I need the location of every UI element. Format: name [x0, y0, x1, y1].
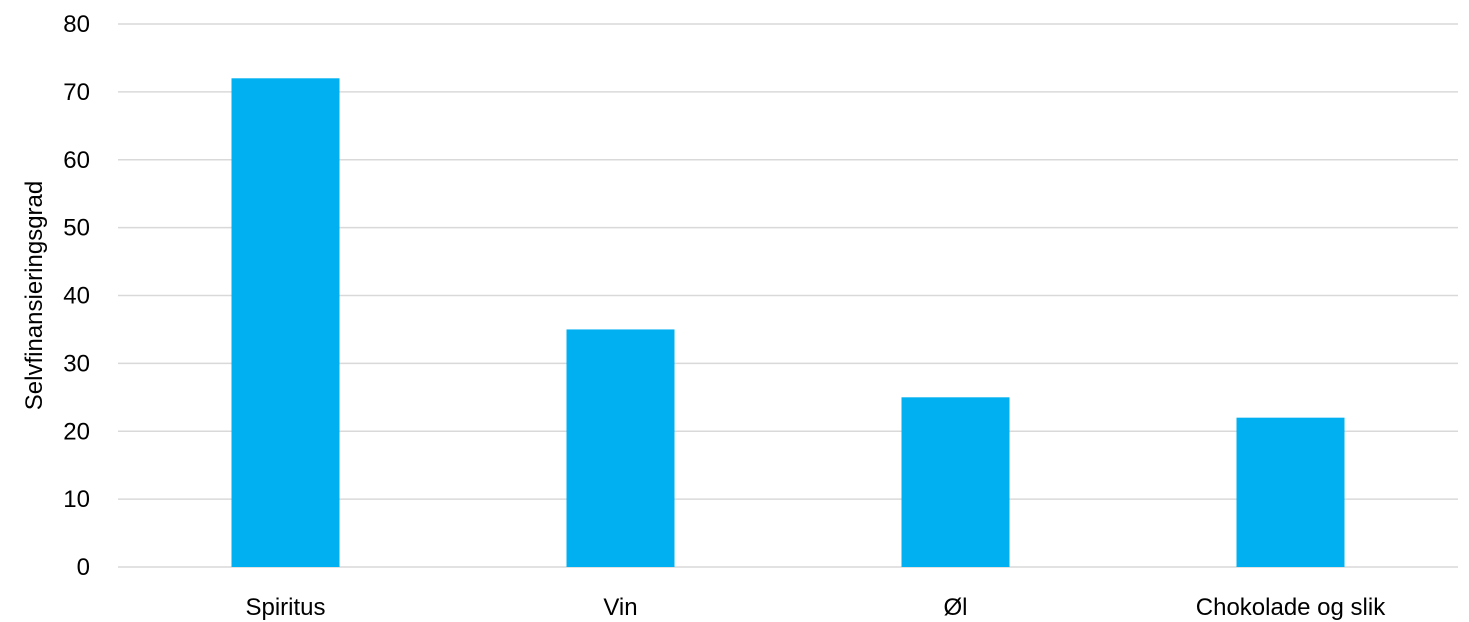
y-tick-label: 0 [77, 554, 90, 581]
y-tick-label: 60 [63, 147, 90, 174]
x-tick-label: Vin [603, 594, 637, 621]
y-tick-label: 40 [63, 283, 90, 310]
x-tick-label: Spiritus [245, 594, 325, 621]
x-tick-label: Chokolade og slik [1196, 594, 1386, 621]
bar-øl [901, 397, 1010, 567]
y-tick-label: 10 [63, 486, 90, 513]
bar-spiritus [231, 78, 340, 568]
y-tick-label: 80 [63, 11, 90, 38]
gridlines [118, 23, 1458, 568]
y-tick-label: 50 [63, 215, 90, 242]
bars [231, 78, 1345, 568]
y-axis-title: Selvfinansieringsgrad [21, 181, 48, 410]
bar-vin [566, 329, 675, 567]
x-axis-ticks: Spiritus Vin Øl Chokolade og slik [245, 594, 1386, 621]
y-tick-label: 30 [63, 350, 90, 377]
y-tick-label: 20 [63, 418, 90, 445]
bar-chokolade-og-slik [1236, 417, 1345, 567]
y-tick-label: 70 [63, 79, 90, 106]
x-tick-label: Øl [944, 594, 968, 621]
y-axis-ticks: 0 10 20 30 40 50 60 70 80 [63, 11, 90, 581]
